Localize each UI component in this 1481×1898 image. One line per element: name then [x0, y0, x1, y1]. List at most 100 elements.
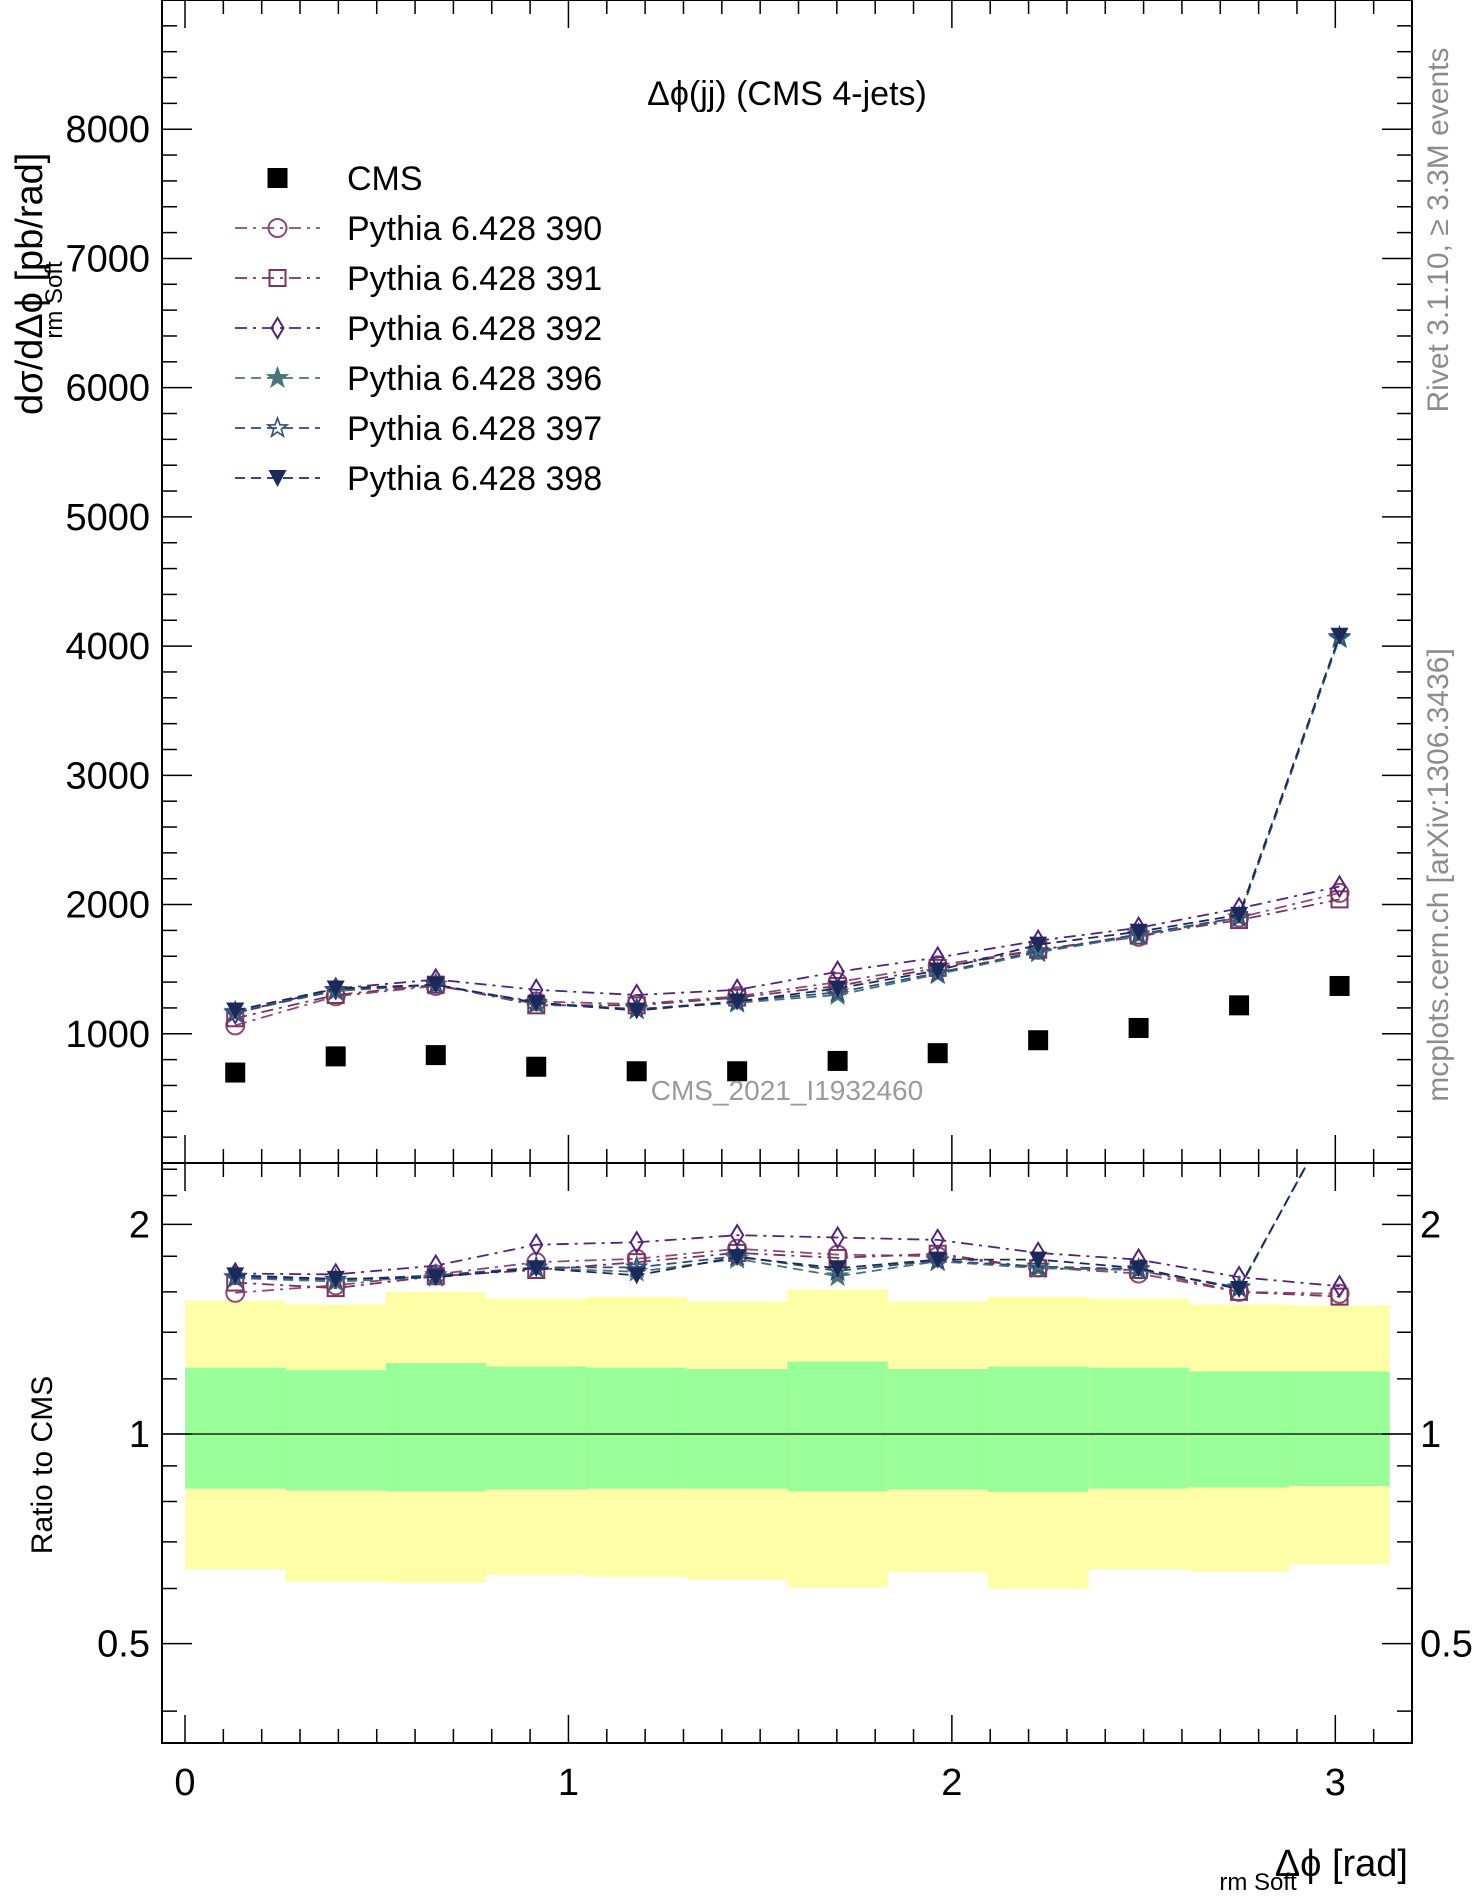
- data-point: [1330, 627, 1349, 645]
- ratio-series-line: [235, 1163, 1309, 1289]
- y-axis-title-subscript: rm Soft: [41, 261, 68, 339]
- ratio-data-point: [1330, 1095, 1349, 1113]
- ratio-data-point: [1029, 1251, 1048, 1269]
- data-point: [627, 1002, 646, 1020]
- y-tick-label: 3000: [65, 755, 150, 797]
- band-inner: [1088, 1367, 1189, 1489]
- data-point: [1128, 1017, 1149, 1038]
- legend-label: Pythia 6.428 398: [347, 460, 602, 498]
- data-point: [828, 980, 847, 998]
- ratio-y-tick-label: 2: [129, 1204, 150, 1246]
- x-tick-label: 1: [558, 1762, 579, 1804]
- data-point: [526, 1056, 547, 1077]
- band-inner: [887, 1368, 988, 1490]
- data-point: [827, 1050, 848, 1071]
- data-point: [1026, 938, 1051, 962]
- data-point: [325, 1046, 346, 1067]
- data-point: [626, 1061, 647, 1082]
- y-tick-label: 1000: [65, 1014, 150, 1056]
- legend-label: CMS: [347, 160, 423, 198]
- data-point: [225, 1062, 246, 1083]
- y-axis-title: dσ/dΔϕ [pb/rad]: [9, 153, 51, 415]
- data-point: [1229, 995, 1250, 1016]
- band-inner: [1188, 1371, 1290, 1488]
- ratio-series-line: [235, 1163, 1309, 1291]
- data-point: [226, 1002, 245, 1020]
- data-point: [425, 1045, 446, 1066]
- watermark-label: CMS_2021_I1932460: [651, 1075, 923, 1106]
- y-tick-label: 7000: [65, 238, 150, 280]
- data-point: [1330, 890, 1349, 909]
- legend-label: Pythia 6.428 391: [347, 260, 602, 298]
- band-inner: [185, 1367, 286, 1489]
- series-line: [234, 636, 1341, 1014]
- x-tick-label: 2: [941, 1762, 962, 1804]
- side-text-bottom: mcplots.cern.ch [arXiv:1306.3436]: [1422, 648, 1455, 1102]
- data-point: [928, 962, 947, 980]
- svg-text:dσ/dΔϕ [pb/rad]: dσ/dΔϕ [pb/rad]: [9, 153, 51, 415]
- ratio-data-point: [928, 1251, 947, 1269]
- y-axis-title-main: dσ/dΔϕ [pb/rad]: [9, 153, 51, 415]
- y-tick-label: 6000: [65, 368, 150, 410]
- legend-marker: [267, 168, 288, 188]
- ratio-data-point: [226, 1267, 245, 1285]
- data-point: [1028, 1030, 1049, 1051]
- series-line: [234, 898, 1340, 1020]
- data-point: [1230, 906, 1249, 924]
- ratio-frame-border: [161, 1162, 1413, 1744]
- y-tick-label: 5000: [65, 497, 150, 539]
- series-line: [235, 638, 1341, 1013]
- legend-label: Pythia 6.428 397: [347, 410, 602, 448]
- ratio-data-point: [830, 1225, 845, 1250]
- ratio-plot-frame: 0 1 2 3 0.5 0.5 1 1 2 2: [97, 1162, 1473, 1804]
- data-point: [728, 993, 747, 1011]
- data-point: [326, 980, 345, 998]
- x-axis-title-subscript: rm Soft: [1219, 1869, 1297, 1896]
- x-tick-label: 3: [1325, 1762, 1346, 1804]
- ratio-data-point: [1330, 1096, 1349, 1114]
- legend-label: Pythia 6.428 396: [347, 360, 602, 398]
- legend-label: Pythia 6.428 390: [347, 210, 602, 248]
- ratio-series-line: [235, 1251, 1340, 1298]
- legend-marker: [265, 415, 290, 439]
- ratio-data-point: [627, 1267, 646, 1285]
- legend: CMS Pythia 6.428 390 Pythia 6.428 391 Pythi…: [235, 160, 602, 498]
- y-tick-label: 8000: [65, 109, 150, 151]
- series-line: [235, 635, 1341, 1012]
- main-series-layer: [223, 624, 1352, 1083]
- data-point: [727, 1061, 748, 1082]
- band-inner: [987, 1366, 1089, 1492]
- band-inner: [586, 1367, 687, 1489]
- data-point: [1029, 936, 1048, 954]
- ratio-data-point: [1230, 1281, 1249, 1299]
- legend-marker: [268, 470, 287, 487]
- y-tick-label: 2000: [65, 885, 150, 927]
- ratio-data-point: [326, 1270, 345, 1288]
- chart-title: Δϕ(jj) (CMS 4-jets): [647, 75, 927, 113]
- data-point: [1129, 923, 1148, 941]
- ratio-data-point: [1026, 1254, 1051, 1277]
- ratio-data-point: [426, 1269, 445, 1287]
- ratio-series-line: [235, 1247, 1340, 1295]
- ratio-data-point: [629, 1230, 644, 1255]
- y-tick-label: 4000: [65, 626, 150, 668]
- legend-marker: [268, 269, 287, 287]
- ratio-uncertainty-bands: [162, 1289, 1412, 1589]
- data-point: [1332, 874, 1347, 899]
- x-axis-title: Δϕ [rad]: [1275, 1843, 1408, 1885]
- ratio-y-tick-label: 1: [129, 1414, 150, 1456]
- legend-marker: [267, 218, 288, 238]
- ratio-data-point: [1330, 1287, 1349, 1306]
- ratio-data-point: [828, 1260, 847, 1278]
- band-inner: [486, 1366, 587, 1490]
- band-inner: [385, 1362, 487, 1492]
- legend-marker: [270, 316, 285, 340]
- side-text-top: Rivet 3.1.10, ≥ 3.3M events: [1422, 48, 1455, 413]
- ratio-y-tick-label-right: 2: [1420, 1204, 1441, 1246]
- ratio-data-point: [1332, 1274, 1347, 1299]
- ratio-data-point: [1331, 1096, 1349, 1113]
- data-point: [426, 976, 445, 994]
- main-plot-frame: 1000 2000 3000 4000 5000 6000 7000 8000: [65, 0, 1413, 1164]
- band-inner: [686, 1368, 788, 1489]
- ratio-y-tick-label-right: 0.5: [1420, 1624, 1473, 1666]
